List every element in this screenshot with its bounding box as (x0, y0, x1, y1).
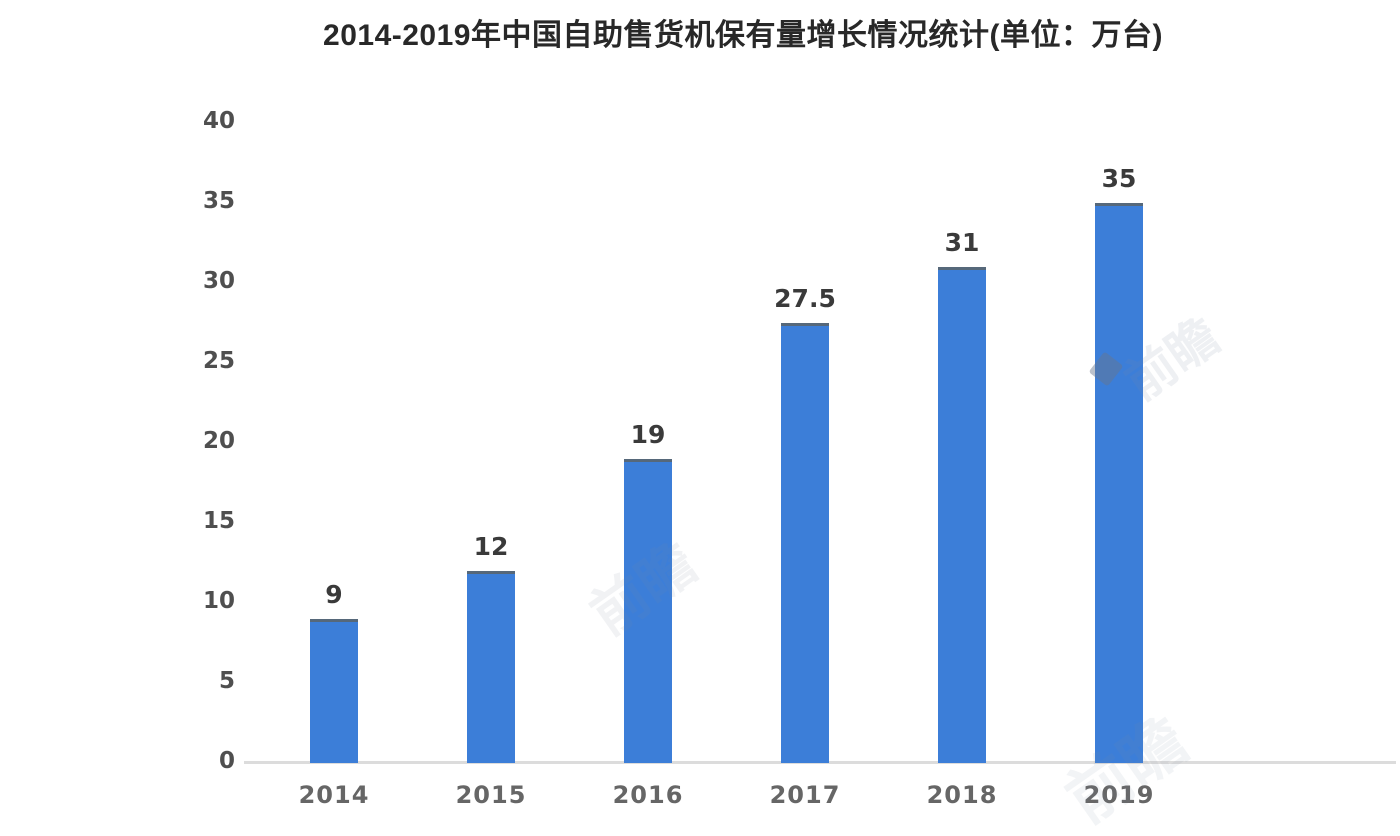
y-tick-label: 0 (218, 748, 235, 774)
y-tick-label: 5 (218, 668, 235, 694)
y-tick-label: 35 (202, 188, 235, 214)
y-tick-label: 30 (202, 268, 235, 294)
bar-2017 (781, 323, 829, 763)
y-tick-label: 15 (202, 508, 235, 534)
bar-value-label: 9 (325, 580, 343, 609)
bar-value-label: 31 (944, 228, 980, 257)
y-tick-label: 10 (202, 588, 235, 614)
x-tick-label: 2014 (298, 781, 370, 809)
x-tick-label: 2019 (1083, 781, 1155, 809)
x-tick-label: 2016 (612, 781, 684, 809)
chart-title: 2014-2019年中国自助售货机保有量增长情况统计(单位：万台) (323, 19, 1163, 52)
bar-value-label: 19 (630, 420, 666, 449)
bar-2019 (1095, 203, 1143, 763)
bar-2014 (310, 619, 358, 763)
bar-value-label: 27.5 (774, 284, 836, 313)
y-tick-label: 20 (202, 428, 235, 454)
bar-2016 (624, 459, 672, 763)
bar-2018 (938, 267, 986, 763)
bar-2015 (467, 571, 515, 763)
y-tick-label: 25 (202, 348, 235, 374)
x-tick-label: 2015 (455, 781, 527, 809)
x-tick-label: 2017 (769, 781, 841, 809)
x-tick-label: 2018 (926, 781, 998, 809)
y-tick-label: 40 (202, 108, 235, 134)
bar-value-label: 35 (1101, 164, 1137, 193)
bar-value-label: 12 (473, 532, 509, 561)
